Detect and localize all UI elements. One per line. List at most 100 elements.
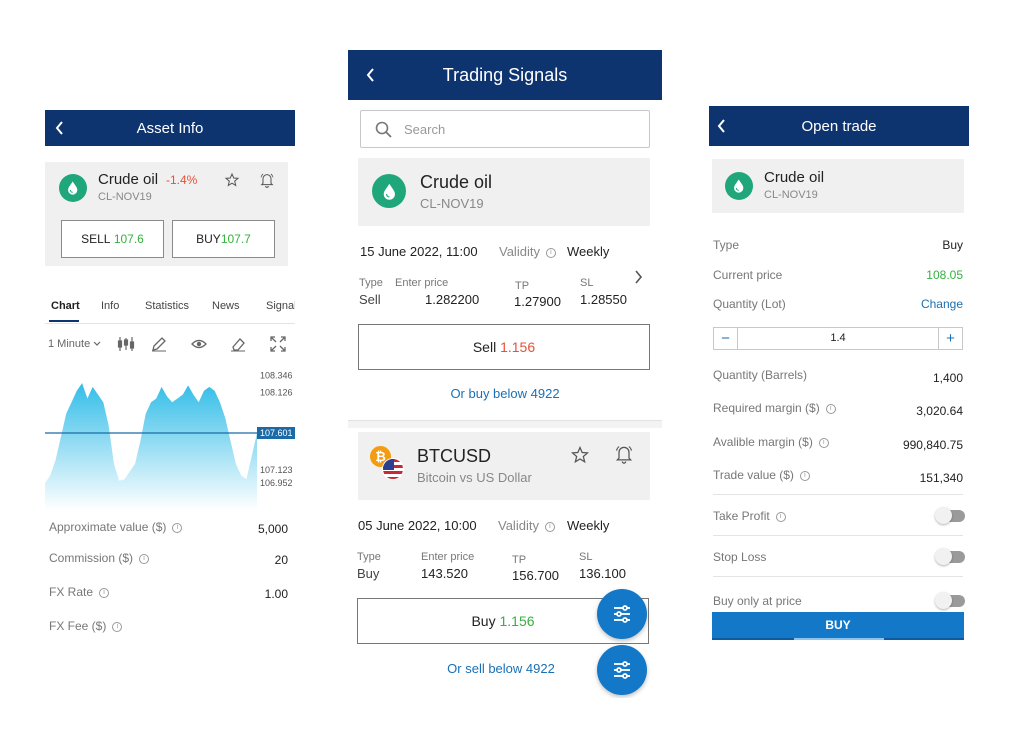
asset-change: -1.4% (166, 173, 198, 187)
info-icon[interactable]: i (139, 553, 150, 564)
back-icon[interactable] (55, 110, 75, 146)
signal-card: ₿ BTCUSD Bitcoin vs US Dollar 05 June 20… (348, 432, 662, 696)
asset-name: Crude oil (98, 171, 159, 188)
search-input[interactable]: Search (404, 122, 446, 137)
signal-date: 15 June 2022, 11:00 (360, 244, 478, 259)
trade-row-label: Quantity (Barrels) (713, 368, 808, 382)
sell-price: 107.6 (113, 232, 144, 246)
candles-icon[interactable] (117, 336, 135, 357)
price-axis-tick: 106.952 (260, 478, 293, 488)
sliders-icon (614, 661, 630, 679)
tp-value: 156.700 (512, 568, 559, 583)
asset-card: Crude oil -1.4% CL-NOV19 SELL 107.6 BUY 1… (45, 162, 288, 266)
bell-icon[interactable] (614, 443, 634, 470)
price-chart[interactable]: 108.346 108.126 107.601 107.123 106.952 (45, 360, 295, 510)
signal-card: Crude oil CL-NOV19 15 June 2022, 11:00 V… (348, 158, 662, 420)
current-price-label: Current price (713, 268, 783, 282)
signal-asset-header: ₿ BTCUSD Bitcoin vs US Dollar (358, 432, 650, 500)
search-box[interactable]: Search (360, 110, 650, 148)
enter-price-label: Enter price (395, 277, 449, 289)
eraser-icon[interactable] (230, 336, 246, 357)
tp-label: TP (515, 280, 530, 292)
open-trade-screen: Open trade Crude oil CL-NOV19 Type Buy C… (709, 106, 969, 646)
search-icon (375, 121, 393, 144)
tab-signals[interactable]: Signals (266, 300, 295, 312)
info-icon[interactable]: i (825, 403, 836, 414)
validity-value: Weekly (567, 518, 610, 533)
interval-select[interactable]: 1 Minute (48, 338, 101, 350)
eye-icon[interactable] (191, 337, 207, 356)
fullscreen-icon[interactable] (270, 336, 286, 357)
buy-label: BUY (196, 232, 221, 246)
quantity-stepper: − 1.4 + (713, 327, 963, 350)
signal-asset-name: Crude oil (420, 172, 493, 192)
enter-price-value: 1.282200 (425, 292, 480, 307)
info-icon[interactable]: i (799, 470, 810, 481)
page-title: Open trade (801, 117, 877, 135)
tab-info[interactable]: Info (101, 300, 120, 312)
back-icon[interactable] (717, 106, 737, 146)
current-price-value: 108.05 (926, 268, 963, 282)
chart-toolbar: 1 Minute (45, 334, 295, 356)
alt-order-link[interactable]: Or buy below 4922 (450, 386, 560, 401)
tab-news[interactable]: News (212, 300, 240, 312)
tab-chart[interactable]: Chart (51, 300, 80, 312)
buy-button-label: BUY (825, 618, 851, 632)
action-price: 1.156 (499, 613, 535, 629)
page-title: Asset Info (136, 119, 204, 137)
info-icon[interactable]: i (112, 621, 123, 632)
quantity-input[interactable]: 1.4 (830, 332, 846, 344)
change-link[interactable]: Change (920, 297, 963, 311)
asset-row-value: 1.00 (264, 587, 288, 601)
signal-asset-code: CL-NOV19 (420, 196, 484, 211)
chart-area (45, 383, 257, 510)
action-label: Buy (471, 613, 496, 629)
buy-only-at-price-label: Buy only at price (713, 594, 802, 608)
type-value: Sell (359, 292, 381, 307)
buy-button[interactable]: BUY (712, 612, 964, 640)
asset-row-label: FX Rate i (49, 585, 110, 599)
info-icon[interactable]: i (172, 522, 183, 533)
trade-row-value: 151,340 (919, 471, 963, 485)
star-icon[interactable] (570, 445, 590, 470)
type-label: Type (713, 238, 740, 252)
asset-info-header: Asset Info (45, 110, 295, 146)
trade-row-label: Required margin ($) i (713, 401, 836, 415)
stepper-plus-button[interactable]: + (938, 328, 962, 349)
signal-asset-header: Crude oil CL-NOV19 (358, 158, 650, 226)
type-label: Type (357, 551, 381, 563)
action-label: Sell (472, 339, 497, 355)
sell-button[interactable]: SELL 107.6 (61, 220, 164, 258)
price-axis-tick: 107.123 (260, 465, 293, 475)
buy-button[interactable]: BUY 107.7 (172, 220, 275, 258)
quantity-lot-label: Quantity (Lot) (713, 297, 786, 311)
trade-row-value: 990,840.75 (902, 438, 963, 452)
stepper-minus-button[interactable]: − (714, 328, 738, 349)
take-profit-toggle[interactable] (935, 507, 965, 524)
asset-row-value: 20 (274, 553, 288, 567)
info-icon[interactable]: i (99, 587, 110, 598)
tp-value: 1.27900 (514, 294, 561, 309)
asset-row-label: Approximate value ($) i (49, 520, 183, 534)
info-icon[interactable]: i (818, 437, 829, 448)
interval-value: 1 Minute (48, 338, 91, 350)
alt-order-link[interactable]: Or sell below 4922 (447, 661, 555, 676)
page-title: Trading Signals (442, 64, 568, 85)
stop-loss-label: Stop Loss (713, 550, 767, 564)
signal-action-button[interactable]: Sell 1.156 (358, 324, 650, 370)
asset-code: CL-NOV19 (764, 189, 818, 201)
price-axis-tick: 108.126 (260, 388, 293, 398)
filter-fab-button[interactable] (597, 645, 647, 695)
buy-only-at-price-toggle[interactable] (935, 592, 965, 609)
sl-value: 136.100 (579, 566, 626, 581)
pencil-icon[interactable] (151, 336, 167, 357)
signal-asset-code: Bitcoin vs US Dollar (417, 470, 532, 485)
bell-icon[interactable] (259, 171, 275, 194)
back-icon[interactable] (366, 50, 386, 100)
filter-fab-button[interactable] (597, 589, 647, 639)
chevron-right-icon[interactable] (634, 270, 643, 289)
oil-drop-icon (725, 172, 753, 200)
star-icon[interactable] (224, 172, 240, 193)
stop-loss-toggle[interactable] (935, 548, 965, 565)
tab-statistics[interactable]: Statistics (145, 300, 190, 312)
